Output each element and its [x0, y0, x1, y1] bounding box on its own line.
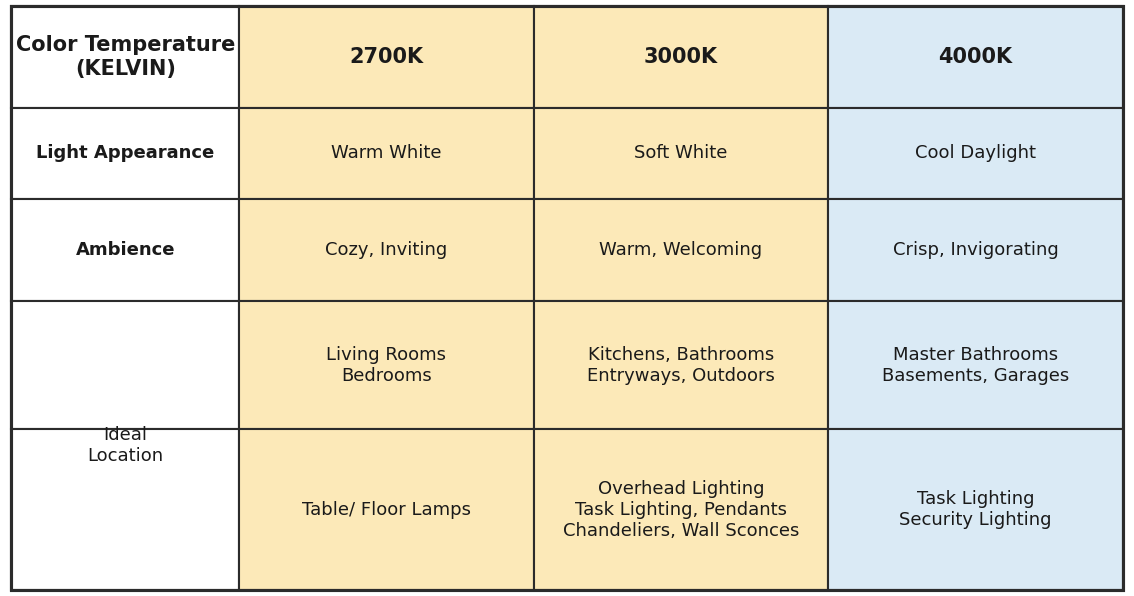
Bar [828, 429, 1123, 590]
Bar [828, 6, 1123, 108]
Text: Light Appearance: Light Appearance [36, 144, 214, 163]
Bar [534, 6, 828, 108]
Bar [534, 198, 828, 301]
Bar [11, 6, 239, 108]
Text: Master Bathrooms
Basements, Garages: Master Bathrooms Basements, Garages [882, 346, 1069, 384]
Text: 3000K: 3000K [644, 47, 718, 67]
Bar [534, 301, 828, 429]
Text: 2700K: 2700K [349, 47, 423, 67]
Text: Cozy, Inviting: Cozy, Inviting [325, 241, 448, 259]
Text: Crisp, Invigorating: Crisp, Invigorating [892, 241, 1058, 259]
Text: Warm White: Warm White [331, 144, 441, 163]
Text: Task Lighting
Security Lighting: Task Lighting Security Lighting [899, 491, 1051, 529]
Bar [239, 301, 534, 429]
Text: Cool Daylight: Cool Daylight [915, 144, 1036, 163]
Bar [828, 198, 1123, 301]
Bar [239, 108, 534, 198]
Bar [828, 108, 1123, 198]
Bar [534, 429, 828, 590]
Bar [11, 429, 239, 590]
Text: Ideal
Location: Ideal Location [87, 426, 163, 465]
Bar [11, 301, 239, 429]
Text: Ambience: Ambience [76, 241, 175, 259]
Text: Color Temperature
(KELVIN): Color Temperature (KELVIN) [16, 36, 235, 79]
Text: Soft White: Soft White [634, 144, 728, 163]
Bar [828, 301, 1123, 429]
Bar [239, 198, 534, 301]
Text: 4000K: 4000K [938, 47, 1013, 67]
Text: Overhead Lighting
Task Lighting, Pendants
Chandeliers, Wall Sconces: Overhead Lighting Task Lighting, Pendant… [562, 480, 799, 539]
Bar [11, 198, 239, 301]
Bar [239, 429, 534, 590]
Text: Warm, Welcoming: Warm, Welcoming [600, 241, 762, 259]
Text: Table/ Floor Lamps: Table/ Floor Lamps [302, 501, 471, 519]
Text: Kitchens, Bathrooms
Entryways, Outdoors: Kitchens, Bathrooms Entryways, Outdoors [587, 346, 775, 384]
Bar [11, 108, 239, 198]
Text: Living Rooms
Bedrooms: Living Rooms Bedrooms [327, 346, 447, 384]
Bar [239, 6, 534, 108]
Bar [534, 108, 828, 198]
